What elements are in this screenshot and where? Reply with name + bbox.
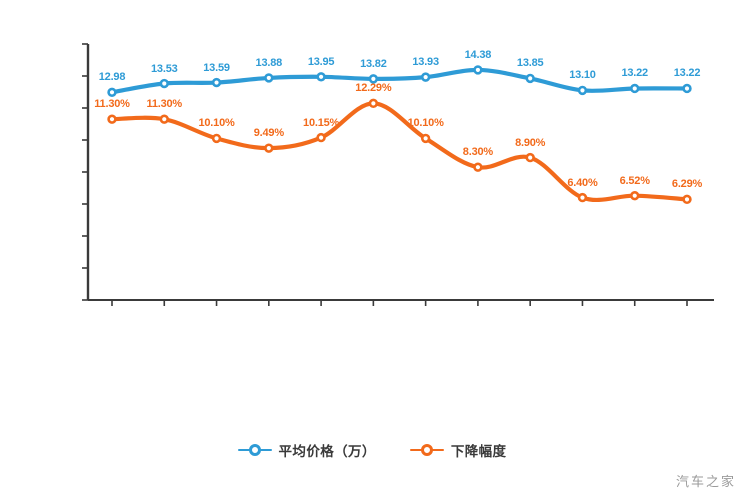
series-line-1 (109, 101, 690, 203)
data-point-marker[interactable] (577, 85, 588, 96)
data-point-marker[interactable] (264, 143, 274, 153)
x-axis-ticks (111, 300, 688, 306)
data-point-marker[interactable] (211, 133, 222, 144)
data-point-marker[interactable] (473, 65, 483, 75)
chart-legend: 平均价格（万） 下降幅度 (0, 440, 744, 460)
data-point-marker[interactable] (316, 132, 326, 143)
legend-item-series-0[interactable]: 平均价格（万） (237, 440, 376, 460)
data-point-marker[interactable] (420, 72, 431, 82)
data-point-marker[interactable] (107, 87, 117, 98)
data-point-marker[interactable] (630, 83, 640, 94)
data-point-marker[interactable] (368, 98, 379, 109)
data-point-marker[interactable] (473, 162, 483, 172)
data-point-marker[interactable] (264, 73, 274, 83)
data-point-marker[interactable] (368, 74, 379, 84)
circle-line-marker-icon (237, 443, 272, 457)
data-point-marker[interactable] (316, 72, 326, 82)
data-point-marker[interactable] (159, 114, 169, 124)
data-point-marker[interactable] (577, 192, 588, 203)
data-point-marker[interactable] (159, 78, 169, 89)
watermark: 汽车之家 (675, 475, 736, 490)
data-point-marker[interactable] (525, 152, 535, 163)
legend-label-series-1: 下降幅度 (450, 444, 507, 459)
data-point-marker[interactable] (525, 73, 535, 84)
legend-label-series-0: 平均价格（万） (278, 444, 376, 459)
data-point-marker[interactable] (630, 190, 640, 201)
circle-line-marker-icon (409, 443, 444, 457)
y-axis-ticks (82, 43, 88, 301)
data-point-marker[interactable] (211, 77, 222, 88)
series-layer (107, 65, 692, 205)
series-line-0 (109, 67, 690, 95)
legend-item-series-1[interactable]: 下降幅度 (409, 440, 507, 460)
data-point-marker[interactable] (107, 114, 117, 124)
data-point-marker[interactable] (420, 133, 431, 144)
data-point-marker[interactable] (682, 194, 692, 205)
data-point-marker[interactable] (682, 83, 692, 94)
